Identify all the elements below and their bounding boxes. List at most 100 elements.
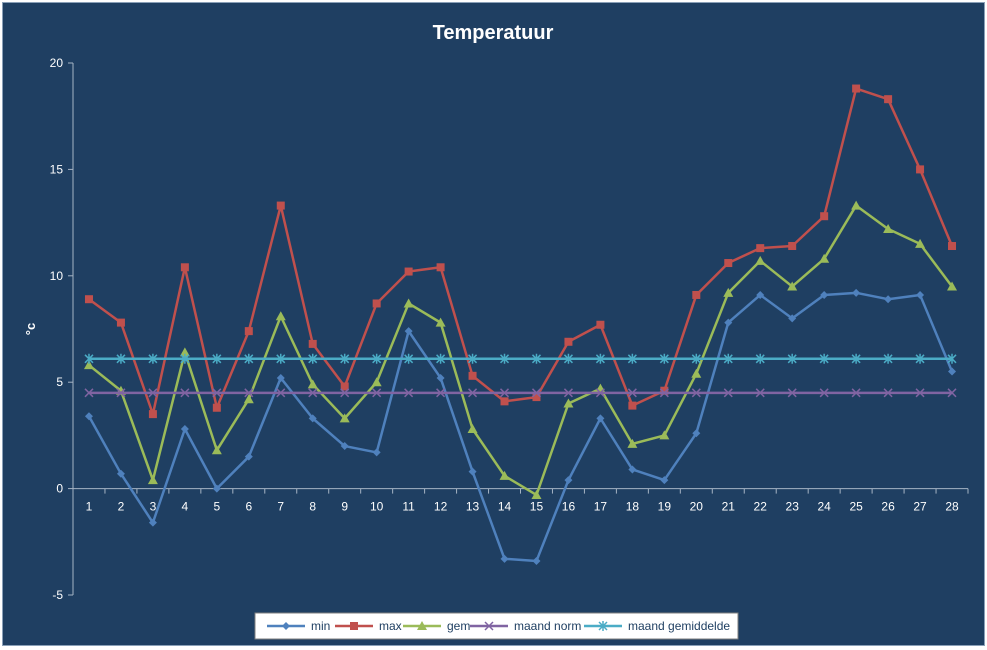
data-point-maand-norm (404, 388, 414, 398)
data-point-max (884, 95, 893, 104)
series-gem (83, 200, 958, 499)
y-axis-label: °c (23, 323, 38, 335)
data-point-max (244, 327, 253, 336)
data-point-max (276, 201, 285, 210)
data-point-maand-gemiddelde (787, 353, 797, 364)
data-point-max (180, 263, 189, 272)
data-point-min (788, 314, 797, 323)
data-point-min (340, 442, 349, 451)
y-tick-label: 10 (50, 269, 64, 283)
data-point-gem (83, 360, 94, 370)
legend-swatch-marker (598, 621, 608, 631)
data-point-maand-norm (915, 388, 925, 398)
data-point-maand-gemiddelde (116, 353, 126, 364)
data-point-maand-gemiddelde (404, 353, 414, 364)
data-point-maand-norm (947, 388, 957, 398)
data-point-maand-norm (340, 388, 350, 398)
data-point-maand-gemiddelde (244, 353, 254, 364)
data-point-max (340, 382, 349, 391)
data-point-gem (851, 200, 862, 210)
data-point-min (916, 290, 925, 299)
data-point-maand-gemiddelde (691, 353, 701, 364)
data-point-maand-norm (180, 388, 190, 398)
y-tick-label: -5 (52, 588, 63, 602)
series-min (84, 288, 957, 565)
data-point-min (116, 469, 125, 478)
data-point-gem (499, 470, 510, 480)
data-point-maand-norm (499, 388, 510, 398)
legend-label: max (379, 619, 402, 633)
data-point-maand-gemiddelde (947, 353, 957, 364)
data-point-maand-gemiddelde (340, 353, 350, 364)
x-tick-label: 20 (690, 500, 704, 514)
data-point-gem (819, 253, 830, 263)
data-point-max (660, 386, 669, 395)
data-point-maand-gemiddelde (276, 353, 286, 364)
data-point-gem (307, 379, 318, 389)
legend-item-max: max (335, 619, 402, 633)
x-tick-label: 9 (341, 500, 348, 514)
data-point-min (756, 290, 765, 299)
data-point-gem (467, 424, 478, 434)
data-point-maand-gemiddelde (531, 353, 542, 364)
data-point-gem (723, 287, 734, 297)
data-point-gem (787, 281, 798, 291)
series-line-gem (88, 204, 954, 497)
data-point-min (564, 476, 573, 485)
data-point-maand-gemiddelde (851, 353, 861, 364)
data-point-maand-norm (787, 388, 797, 398)
legend-item-maand-gemiddelde: maand gemiddelde (584, 619, 730, 633)
legend-item-maand-norm: maand norm (470, 619, 581, 633)
data-point-max (852, 84, 861, 93)
data-point-maand-gemiddelde (723, 353, 733, 364)
x-tick-label: 27 (913, 500, 927, 514)
data-point-max (564, 337, 573, 346)
data-point-maand-norm (819, 388, 829, 398)
data-point-gem (147, 475, 158, 485)
data-point-maand-gemiddelde (659, 353, 669, 364)
x-tick-label: 4 (182, 500, 189, 514)
x-tick-label: 19 (658, 500, 672, 514)
data-point-max (916, 165, 925, 174)
data-point-maand-gemiddelde (180, 353, 190, 364)
data-point-maand-norm (691, 388, 701, 398)
data-point-max (308, 339, 317, 348)
legend-label: maand gemiddelde (628, 619, 730, 633)
data-point-maand-gemiddelde (372, 353, 382, 364)
x-tick-label: 7 (277, 500, 284, 514)
x-tick-label: 3 (150, 500, 157, 514)
y-tick-label: 5 (56, 375, 63, 389)
data-point-min (244, 452, 253, 461)
data-point-gem (243, 394, 254, 404)
data-point-min (852, 288, 861, 297)
data-point-gem (883, 223, 894, 233)
x-tick-label: 21 (722, 500, 736, 514)
data-point-maand-norm (308, 388, 318, 398)
data-point-gem (211, 445, 222, 455)
data-point-maand-gemiddelde (148, 353, 158, 364)
data-point-min (532, 556, 541, 565)
data-point-maand-gemiddelde (627, 353, 637, 364)
data-point-max (756, 244, 765, 253)
data-point-min (468, 467, 477, 476)
series-maand-gemiddelde (84, 353, 957, 364)
data-point-maand-norm (851, 388, 861, 398)
data-point-min (84, 412, 93, 421)
data-point-max (148, 410, 157, 419)
x-tick-label: 2 (118, 500, 125, 514)
data-point-gem (563, 398, 574, 408)
x-tick-label: 14 (498, 500, 512, 514)
x-tick-label: 15 (530, 500, 544, 514)
legend-swatch-marker (417, 621, 427, 630)
x-tick-label: 28 (945, 500, 959, 514)
data-point-gem (403, 298, 414, 308)
data-point-max (468, 371, 477, 380)
series-line-min (87, 291, 954, 563)
data-point-maand-gemiddelde (468, 353, 478, 364)
data-point-maand-gemiddelde (755, 353, 765, 364)
data-point-maand-gemiddelde (563, 353, 573, 364)
data-point-maand-gemiddelde (212, 353, 222, 364)
data-point-gem (659, 430, 670, 440)
